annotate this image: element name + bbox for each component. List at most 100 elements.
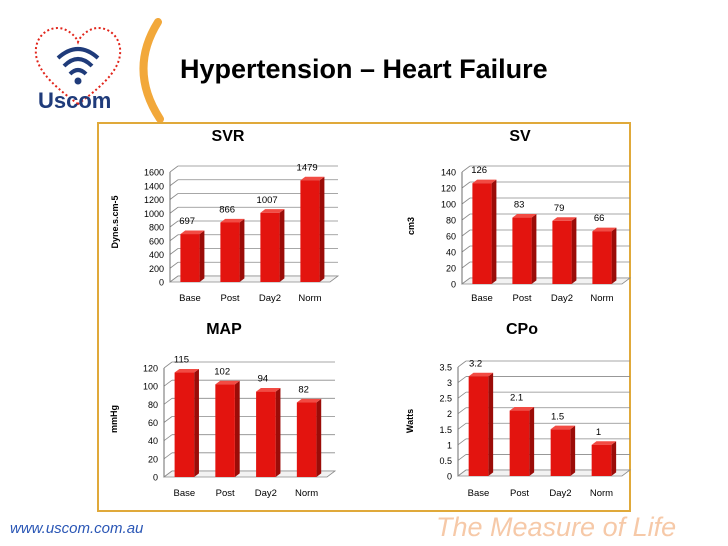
y-tick-label: 20 — [148, 454, 158, 464]
bar-front — [550, 429, 571, 476]
gridline-side — [461, 261, 471, 269]
bar-post — [509, 407, 535, 476]
tagline: The Measure of Life — [436, 512, 677, 542]
y-tick-label: 2 — [447, 409, 452, 419]
chart-title: CPo — [506, 321, 538, 338]
data-label: 1007 — [257, 195, 278, 206]
y-tick-label: 0.5 — [439, 456, 452, 466]
bar-post — [220, 218, 245, 282]
bar-side — [529, 407, 535, 476]
bar-side — [234, 380, 240, 477]
bar-top — [472, 179, 497, 184]
y-tick-label: 1.5 — [439, 425, 452, 435]
data-label: 1479 — [297, 162, 318, 173]
gridline-side — [461, 197, 471, 205]
gridline-side — [457, 376, 467, 383]
x-tick-label: Post — [510, 488, 529, 499]
chart-cpo: CPo 0 0.5 1 1.5 2 2.5 3 3.5 Watts 3.2 Base 2.1 Post 1.… — [405, 321, 632, 499]
gridline-side — [169, 261, 179, 269]
x-tick-label: Day2 — [549, 488, 571, 499]
gridline-side — [169, 206, 179, 214]
chart-panel — [97, 122, 631, 512]
x-tick-label: Norm — [590, 293, 613, 304]
bar-side — [316, 398, 322, 477]
bar-top — [220, 218, 245, 223]
y-tick-label: 3 — [447, 378, 452, 388]
bar-front — [256, 391, 276, 477]
gridline-side — [461, 165, 471, 173]
gridline-side — [457, 360, 467, 368]
chart-title: MAP — [206, 321, 242, 338]
y-tick-label: 20 — [446, 264, 456, 274]
bar-top — [215, 380, 240, 385]
bar-front — [296, 402, 317, 477]
bar-top — [468, 372, 494, 377]
gridline-side — [169, 220, 179, 228]
data-label: 115 — [174, 355, 189, 366]
y-tick-label: 100 — [441, 200, 456, 210]
data-label: 2.1 — [510, 393, 523, 404]
y-tick-label: 40 — [446, 248, 456, 258]
y-tick-label: 600 — [149, 236, 164, 246]
y-tick-label: 80 — [148, 400, 158, 410]
bar-norm — [300, 176, 325, 282]
y-tick-label: 1400 — [144, 181, 164, 191]
uscom-heart-logo-icon — [34, 27, 122, 106]
bar-top — [550, 425, 576, 430]
x-tick-label: Norm — [590, 488, 613, 499]
slide-title: Hypertension – Heart Failure — [180, 54, 548, 84]
bar-front — [509, 410, 530, 476]
bar-side — [611, 441, 617, 476]
gridline-side — [163, 361, 173, 369]
data-label: 1 — [596, 427, 601, 438]
bar-side — [531, 214, 537, 284]
x-tick-label: Norm — [298, 293, 321, 304]
gridline-side — [461, 229, 471, 237]
bar-day2 — [260, 209, 285, 282]
y-tick-label: 200 — [149, 264, 164, 274]
bar-front — [512, 217, 532, 284]
bar-day2 — [256, 388, 281, 477]
data-label: 866 — [219, 204, 235, 215]
x-tick-label: Post — [220, 293, 239, 304]
bar-side — [571, 217, 577, 284]
bar-front — [180, 234, 200, 282]
bar-post — [215, 380, 240, 477]
bar-top — [512, 214, 537, 218]
x-tick-label: Base — [174, 488, 196, 499]
data-label: 102 — [214, 366, 230, 377]
bar-front — [592, 231, 612, 284]
website-link[interactable]: www.uscom.com.au — [10, 520, 144, 537]
bar-post — [512, 214, 537, 284]
bar-top — [180, 230, 205, 235]
y-tick-label: 800 — [149, 223, 164, 233]
y-tick-label: 1 — [447, 440, 452, 450]
bar-top — [552, 217, 577, 221]
bar-base — [468, 372, 494, 476]
y-tick-label: 120 — [143, 364, 158, 374]
bar-top — [300, 176, 325, 181]
gridline-side — [169, 193, 179, 200]
x-tick-label: Post — [512, 293, 531, 304]
bar-front — [174, 372, 195, 477]
data-label: 83 — [514, 200, 525, 211]
gridline-side — [169, 165, 179, 173]
y-tick-label: 1600 — [144, 168, 164, 178]
x-tick-label: Base — [468, 488, 490, 499]
orange-arc-decoration — [139, 18, 164, 123]
gridline-side — [169, 234, 179, 242]
data-label: 79 — [554, 203, 565, 214]
y-axis-label: cm3 — [406, 217, 416, 235]
bar-base — [174, 368, 199, 477]
data-label: 126 — [471, 165, 487, 176]
x-tick-label: Base — [179, 293, 201, 304]
gridline-side — [461, 245, 471, 253]
bar-front — [472, 183, 492, 284]
bar-norm — [296, 398, 322, 477]
bar-side — [199, 230, 205, 282]
bar-top — [296, 398, 322, 403]
y-tick-label: 400 — [149, 250, 164, 260]
bar-top — [591, 441, 617, 445]
x-tick-label: Day2 — [255, 488, 277, 499]
